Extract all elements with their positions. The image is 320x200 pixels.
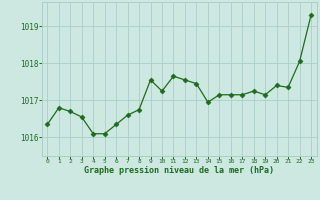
- X-axis label: Graphe pression niveau de la mer (hPa): Graphe pression niveau de la mer (hPa): [84, 166, 274, 175]
